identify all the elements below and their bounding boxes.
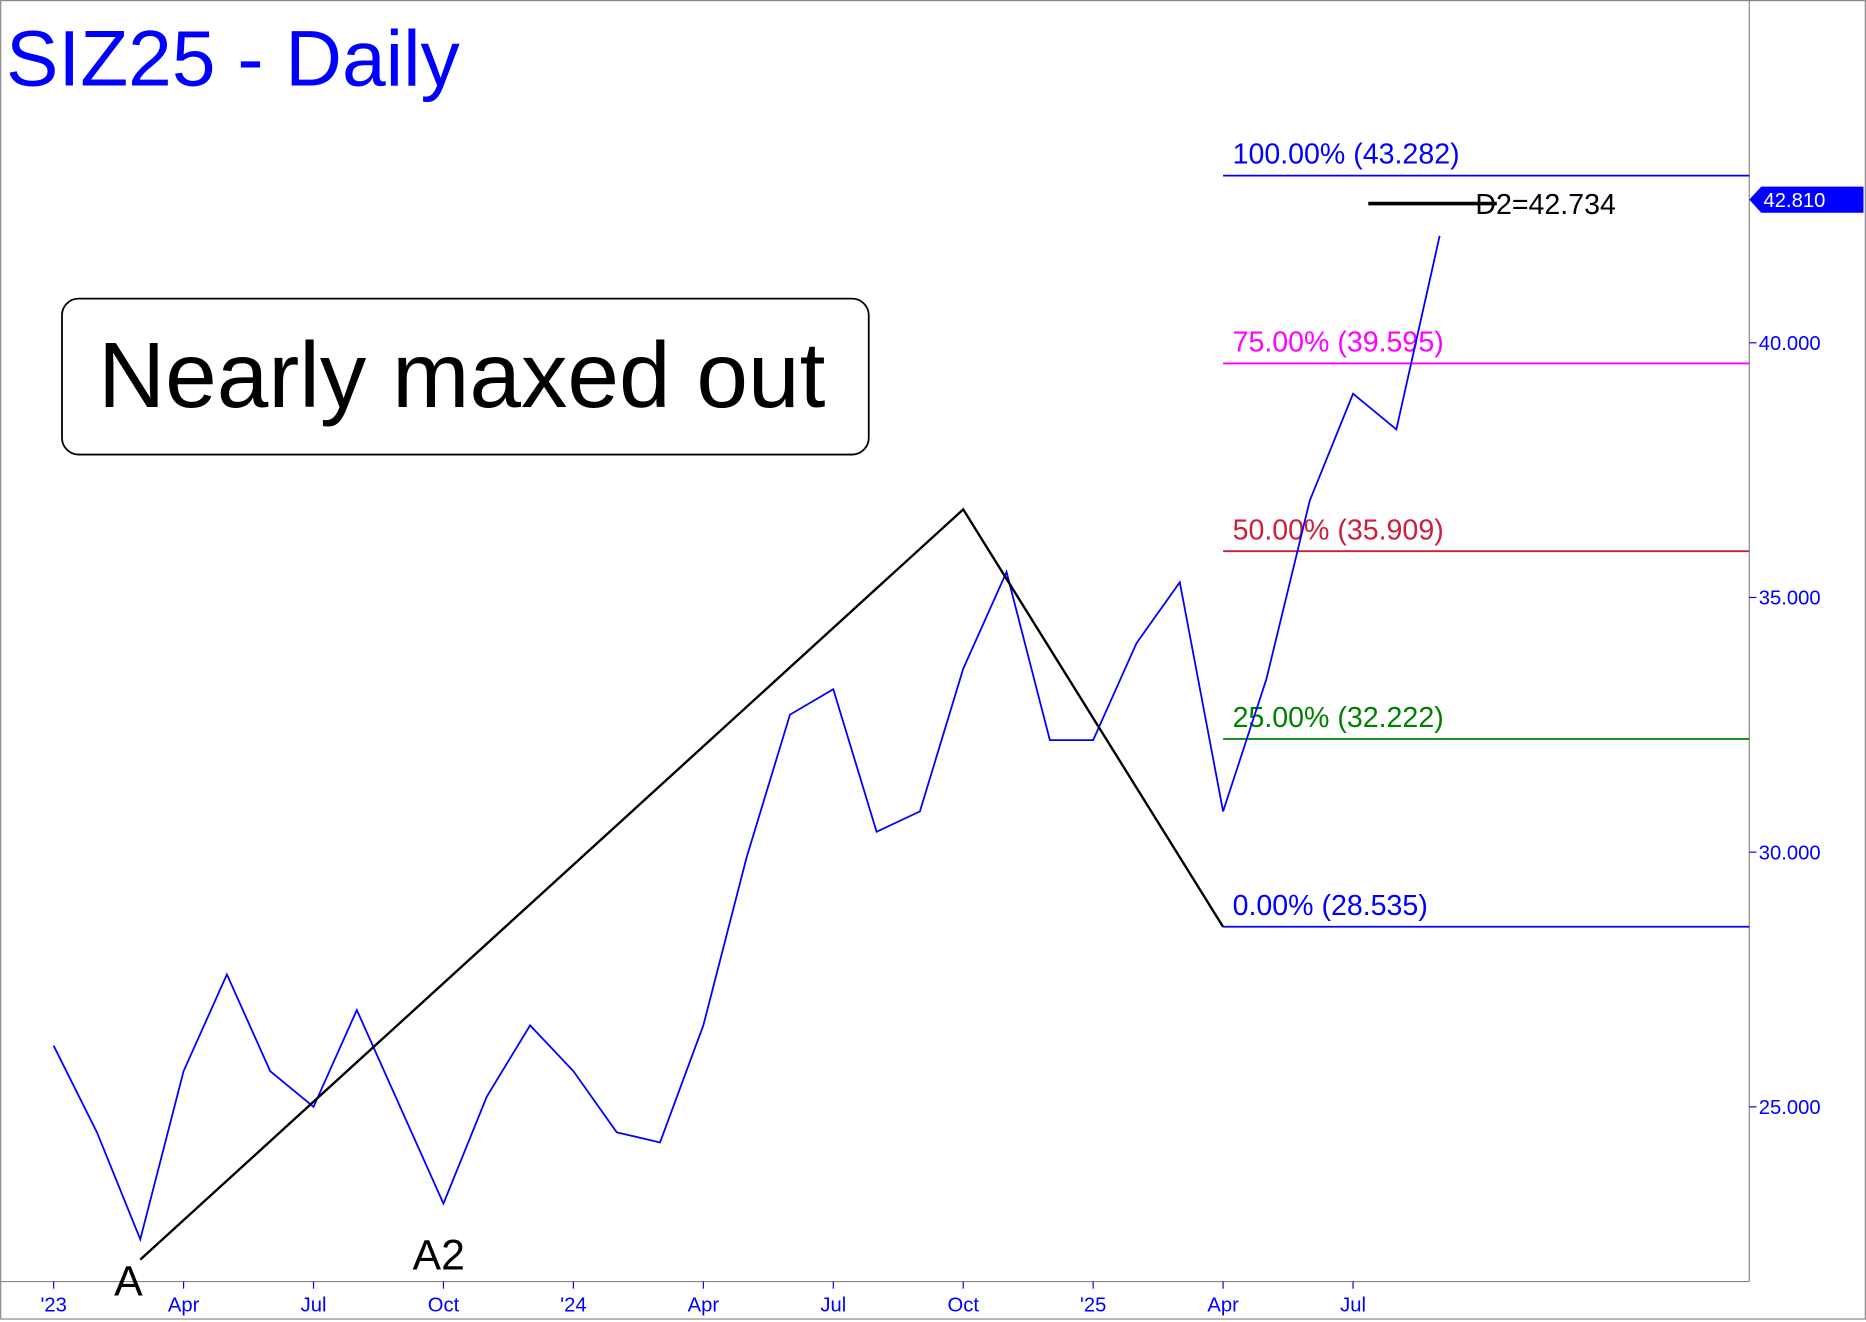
pattern-line	[139, 507, 1225, 1261]
x-tick-label: '25	[1080, 1294, 1106, 1316]
x-tick-label: Oct	[428, 1294, 460, 1316]
x-tick-label: Apr	[688, 1294, 720, 1316]
y-tick-label: 30.000	[1759, 842, 1821, 864]
x-tick-label: Oct	[947, 1294, 979, 1316]
y-tick-label: 40.000	[1759, 333, 1821, 355]
x-tick-label: Jul	[1340, 1294, 1366, 1316]
annotation: Nearly maxed out	[98, 323, 825, 427]
last-price-label: 42.810	[1764, 190, 1826, 212]
x-tick-label: Apr	[168, 1294, 200, 1316]
x-tick-label: Jul	[820, 1294, 846, 1316]
x-tick-label: '23	[40, 1294, 66, 1316]
x-tick-label: '24	[560, 1294, 586, 1316]
fib-label: 50.00% (35.909)	[1233, 514, 1444, 546]
fib-label: 75.00% (39.595)	[1233, 327, 1444, 359]
x-tick-label: Jul	[301, 1294, 327, 1316]
pattern-label: A2	[413, 1232, 465, 1280]
fib-label: 100.00% (43.282)	[1233, 139, 1460, 171]
y-tick-label: 35.000	[1759, 588, 1821, 610]
y-tick-label: 25.000	[1759, 1097, 1821, 1119]
fib-label: 0.00% (28.535)	[1233, 890, 1428, 922]
fib-label: 25.00% (32.222)	[1233, 702, 1444, 734]
last-price-tag	[1749, 186, 1864, 213]
x-tick-label: Apr	[1207, 1294, 1239, 1316]
chart-title: SIZ25 - Daily	[6, 15, 461, 103]
price-line	[52, 235, 1441, 1243]
annotation-box	[61, 297, 870, 456]
pattern-label: A	[114, 1257, 143, 1305]
target-label: D2=42.734	[1475, 189, 1616, 221]
